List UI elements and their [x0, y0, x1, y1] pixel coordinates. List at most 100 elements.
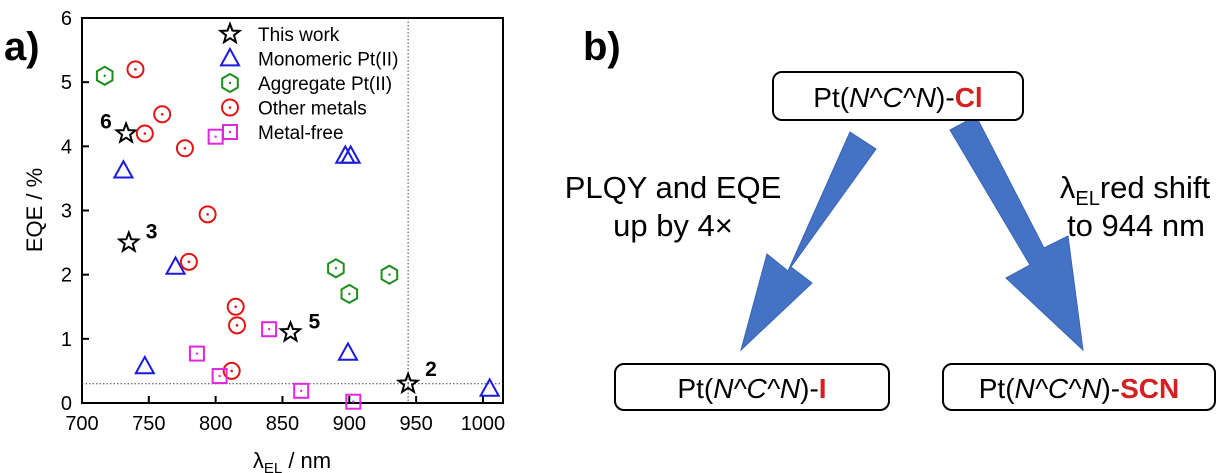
legend-label: Aggregate Pt(II) — [258, 74, 392, 95]
triangle-marker — [337, 341, 359, 361]
star-marker — [113, 120, 139, 144]
data-point — [261, 321, 278, 338]
data-point — [134, 354, 156, 375]
legend-marker — [219, 46, 241, 67]
x-axis-ticks: 700 750 800 850 900 950 1000 — [65, 396, 505, 435]
data-point — [188, 345, 205, 362]
circle-marker — [153, 105, 172, 124]
right-arrow — [949, 115, 1084, 352]
data-point — [95, 65, 114, 86]
hexagon-marker — [221, 72, 239, 94]
data-point — [207, 128, 224, 145]
legend-marker — [222, 124, 238, 140]
legend: This work Monomeric Pt(II) Aggregate Pt(II… — [217, 21, 398, 144]
marker-center-dot — [206, 213, 209, 216]
data-point — [226, 297, 245, 316]
x-tick-label: 850 — [266, 413, 299, 435]
data-point — [345, 393, 362, 410]
right-annotation-line1: λELred shift — [1060, 170, 1211, 210]
square-marker — [222, 124, 238, 140]
triangle-marker — [112, 159, 135, 179]
marker-center-dot — [334, 267, 338, 270]
hexagon-marker — [95, 65, 114, 86]
y-tick-label: 6 — [61, 8, 72, 30]
x-tick-label: 950 — [399, 413, 432, 435]
legend-entry: Aggregate Pt(II) — [221, 72, 392, 95]
legend-marker — [221, 98, 239, 117]
y-tick-label: 0 — [61, 393, 72, 415]
circle-marker — [198, 205, 217, 224]
hexagon-marker — [327, 258, 345, 279]
star-marker — [395, 370, 421, 395]
point-label: 2 — [425, 358, 437, 381]
square-marker — [261, 321, 278, 338]
x-tick-label: 1000 — [461, 413, 506, 435]
square-marker — [293, 382, 310, 399]
left-compound-halide: I — [819, 373, 827, 404]
marker-center-dot — [103, 74, 106, 77]
legend-entry: Metal-free — [222, 123, 344, 144]
triangle-marker — [339, 144, 362, 164]
x-axis-label-unit: / nm — [282, 448, 331, 473]
star-marker — [116, 229, 142, 254]
data-point — [112, 159, 135, 179]
data-point — [278, 319, 303, 343]
legend-entry: Monomeric Pt(II) — [219, 46, 398, 71]
marker-center-dot — [228, 81, 232, 85]
square-marker — [211, 368, 228, 385]
square-marker — [188, 345, 205, 362]
triangle-marker — [164, 255, 187, 275]
x-tick-label: 800 — [199, 413, 232, 435]
right-compound-ligand: SCN — [1120, 373, 1179, 404]
point-label: 6 — [100, 111, 112, 134]
circle-marker — [226, 297, 245, 316]
triangle-marker — [478, 377, 501, 397]
legend-label: Other metals — [258, 99, 367, 120]
left-annotation-line2: up by 4× — [613, 208, 733, 243]
circle-marker — [126, 60, 145, 79]
left-arrow — [740, 131, 877, 352]
y-tick-label: 1 — [61, 329, 72, 351]
data-point — [293, 382, 310, 399]
data-point — [327, 258, 345, 279]
circle-marker — [221, 98, 239, 117]
data-point — [380, 264, 399, 285]
hexagon-marker — [340, 283, 359, 305]
data-point — [337, 341, 359, 361]
y-tick-label: 2 — [61, 265, 72, 287]
right-annotation-line2: to 944 nm — [1067, 208, 1205, 243]
data-point — [135, 124, 154, 143]
hexagon-marker — [380, 264, 399, 285]
panel-a-label: a) — [4, 25, 40, 69]
x-axis-label-subscript: EL — [264, 460, 282, 473]
marker-center-dot — [267, 328, 271, 331]
x-tick-label: 750 — [132, 413, 165, 435]
y-axis-label: EQE / % — [22, 168, 47, 252]
square-marker — [345, 393, 362, 410]
legend-entry: This work — [217, 21, 340, 46]
marker-center-dot — [160, 112, 164, 116]
data-point — [198, 205, 217, 224]
data-point — [175, 139, 194, 158]
data-point — [340, 283, 359, 305]
x-tick-label: 700 — [65, 413, 98, 435]
panel-b-label: b) — [583, 25, 621, 69]
top-compound-halide: Cl — [955, 82, 983, 113]
left-compound-box — [614, 363, 890, 411]
circle-marker — [222, 361, 241, 380]
data-point — [116, 229, 142, 254]
marker-center-dot — [218, 374, 221, 378]
circle-marker — [179, 252, 198, 271]
x-axis-label: λEL / nm — [253, 448, 331, 473]
triangle-marker — [219, 46, 241, 67]
top-compound-box — [772, 71, 1024, 121]
data-point — [211, 368, 228, 385]
scatter-plot: 0 1 2 3 4 5 6 700 750 800 850 900 950 1000 6 3 5 2 This… — [22, 8, 505, 473]
marker-center-dot — [299, 389, 303, 393]
left-compound-label: Pt(N^C^N)-I — [677, 373, 826, 404]
marker-center-dot — [134, 68, 137, 71]
y-tick-label: 3 — [61, 201, 72, 223]
marker-center-dot — [143, 132, 147, 135]
marker-center-dot — [388, 273, 391, 276]
